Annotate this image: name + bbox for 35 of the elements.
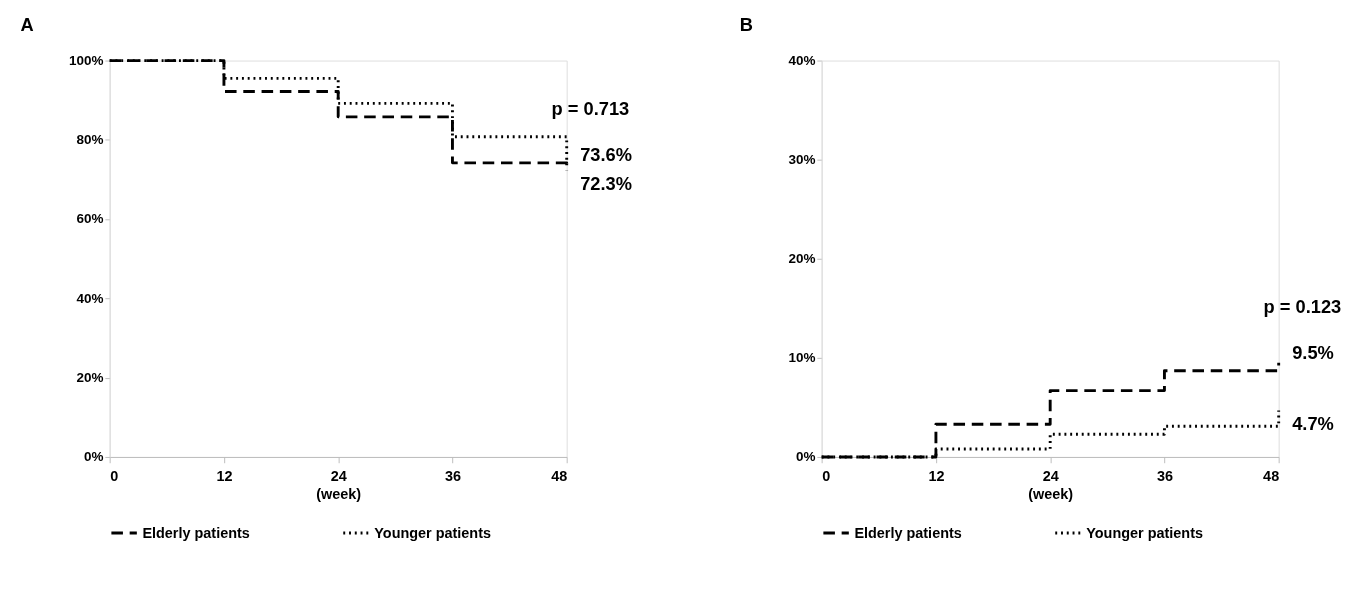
y-tick-label: 20% (788, 251, 816, 267)
x-tick-label: 48 (1263, 467, 1280, 484)
y-tick-label: 20% (76, 370, 104, 386)
x-tick-label: 24 (330, 467, 347, 484)
y-tick-label: 80% (76, 132, 104, 148)
y-tick-label: 30% (788, 152, 816, 168)
chart-title: A (20, 13, 34, 35)
x-tick-label: 12 (216, 467, 233, 484)
y-tick-label: 40% (788, 52, 816, 68)
annotation: p = 0.713 (551, 98, 630, 120)
legend-label: Younger patients (1086, 524, 1203, 541)
y-tick-label: 40% (76, 290, 104, 306)
x-tick-label: 24 (1042, 467, 1059, 484)
y-tick-label: 60% (76, 211, 104, 227)
x-tick-label: 0 (110, 467, 119, 484)
x-tick-label: 0 (822, 467, 831, 484)
y-tick-label: 0% (83, 449, 104, 465)
y-tick-label: 100% (68, 52, 104, 68)
legend-label: Younger patients (374, 524, 492, 541)
data-label: 4.7% (1292, 412, 1334, 434)
y-tick-label: 10% (788, 350, 816, 366)
data-label: 72.3% (580, 172, 632, 194)
annotation: p = 0.123 (1263, 295, 1342, 317)
x-tick-label: 36 (1156, 467, 1173, 484)
chart-title: B (739, 13, 754, 35)
data-label: 9.5% (1292, 341, 1334, 363)
legend-label: Elderly patients (854, 524, 962, 541)
x-tick-label: 48 (551, 467, 568, 484)
y-tick-label: 0% (795, 449, 816, 465)
x-axis-title: (week) (1028, 485, 1074, 502)
x-axis-title: (week) (316, 485, 362, 502)
legend-label: Elderly patients (142, 524, 250, 541)
x-tick-label: 12 (928, 467, 945, 484)
x-tick-label: 36 (444, 467, 461, 484)
data-label: 73.6% (580, 144, 632, 166)
